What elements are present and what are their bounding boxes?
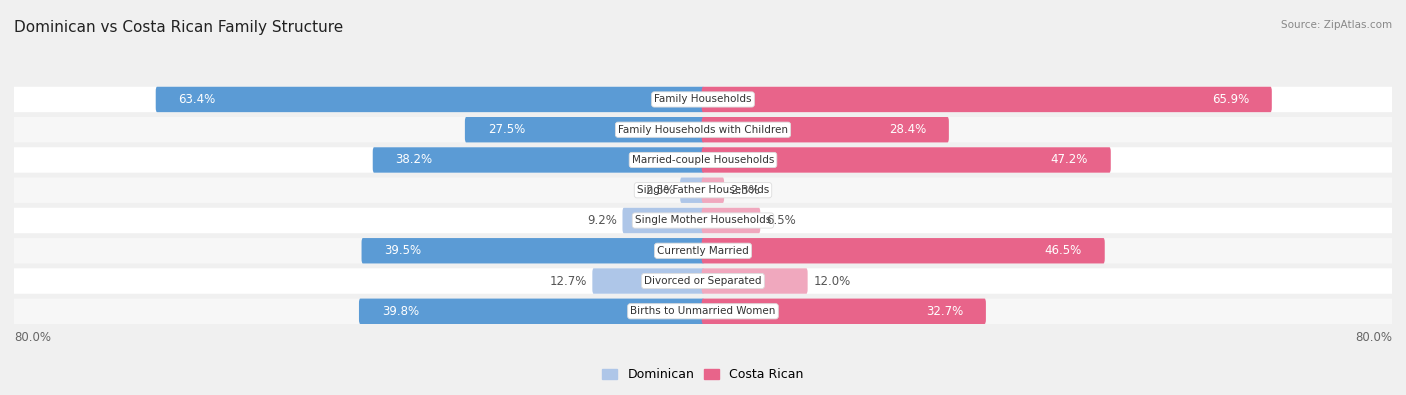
- FancyBboxPatch shape: [10, 268, 1396, 294]
- FancyBboxPatch shape: [702, 238, 1105, 263]
- Text: Married-couple Households: Married-couple Households: [631, 155, 775, 165]
- Text: Source: ZipAtlas.com: Source: ZipAtlas.com: [1281, 20, 1392, 30]
- FancyBboxPatch shape: [702, 208, 761, 233]
- Text: Currently Married: Currently Married: [657, 246, 749, 256]
- FancyBboxPatch shape: [10, 87, 1396, 112]
- Text: 39.8%: 39.8%: [382, 305, 419, 318]
- FancyBboxPatch shape: [10, 177, 1396, 203]
- FancyBboxPatch shape: [465, 117, 704, 143]
- FancyBboxPatch shape: [10, 238, 1396, 263]
- Text: 80.0%: 80.0%: [1355, 331, 1392, 344]
- Text: 2.5%: 2.5%: [645, 184, 675, 197]
- FancyBboxPatch shape: [10, 299, 1396, 324]
- Text: Births to Unmarried Women: Births to Unmarried Women: [630, 306, 776, 316]
- Text: 63.4%: 63.4%: [179, 93, 215, 106]
- Text: 12.7%: 12.7%: [550, 275, 586, 288]
- FancyBboxPatch shape: [373, 147, 704, 173]
- FancyBboxPatch shape: [156, 87, 704, 112]
- Text: 46.5%: 46.5%: [1045, 244, 1083, 257]
- FancyBboxPatch shape: [702, 87, 1272, 112]
- Text: 9.2%: 9.2%: [588, 214, 617, 227]
- Text: 39.5%: 39.5%: [384, 244, 422, 257]
- Text: Divorced or Separated: Divorced or Separated: [644, 276, 762, 286]
- Text: 38.2%: 38.2%: [395, 154, 433, 166]
- FancyBboxPatch shape: [10, 147, 1396, 173]
- FancyBboxPatch shape: [10, 117, 1396, 143]
- Text: 28.4%: 28.4%: [889, 123, 927, 136]
- Text: 6.5%: 6.5%: [766, 214, 796, 227]
- Text: Family Households: Family Households: [654, 94, 752, 104]
- FancyBboxPatch shape: [702, 147, 1111, 173]
- Text: 32.7%: 32.7%: [925, 305, 963, 318]
- Text: Single Mother Households: Single Mother Households: [636, 216, 770, 226]
- Text: Family Households with Children: Family Households with Children: [619, 125, 787, 135]
- FancyBboxPatch shape: [10, 208, 1396, 233]
- Text: Dominican vs Costa Rican Family Structure: Dominican vs Costa Rican Family Structur…: [14, 20, 343, 35]
- Text: 80.0%: 80.0%: [14, 331, 51, 344]
- FancyBboxPatch shape: [361, 238, 704, 263]
- Text: 12.0%: 12.0%: [813, 275, 851, 288]
- Text: Single Father Households: Single Father Households: [637, 185, 769, 195]
- Text: 2.3%: 2.3%: [730, 184, 759, 197]
- FancyBboxPatch shape: [623, 208, 704, 233]
- FancyBboxPatch shape: [702, 117, 949, 143]
- Text: 27.5%: 27.5%: [488, 123, 524, 136]
- Text: 65.9%: 65.9%: [1212, 93, 1249, 106]
- Legend: Dominican, Costa Rican: Dominican, Costa Rican: [598, 363, 808, 386]
- FancyBboxPatch shape: [681, 177, 704, 203]
- FancyBboxPatch shape: [702, 177, 724, 203]
- FancyBboxPatch shape: [702, 299, 986, 324]
- FancyBboxPatch shape: [359, 299, 704, 324]
- FancyBboxPatch shape: [592, 268, 704, 294]
- Text: 47.2%: 47.2%: [1050, 154, 1088, 166]
- FancyBboxPatch shape: [702, 268, 807, 294]
